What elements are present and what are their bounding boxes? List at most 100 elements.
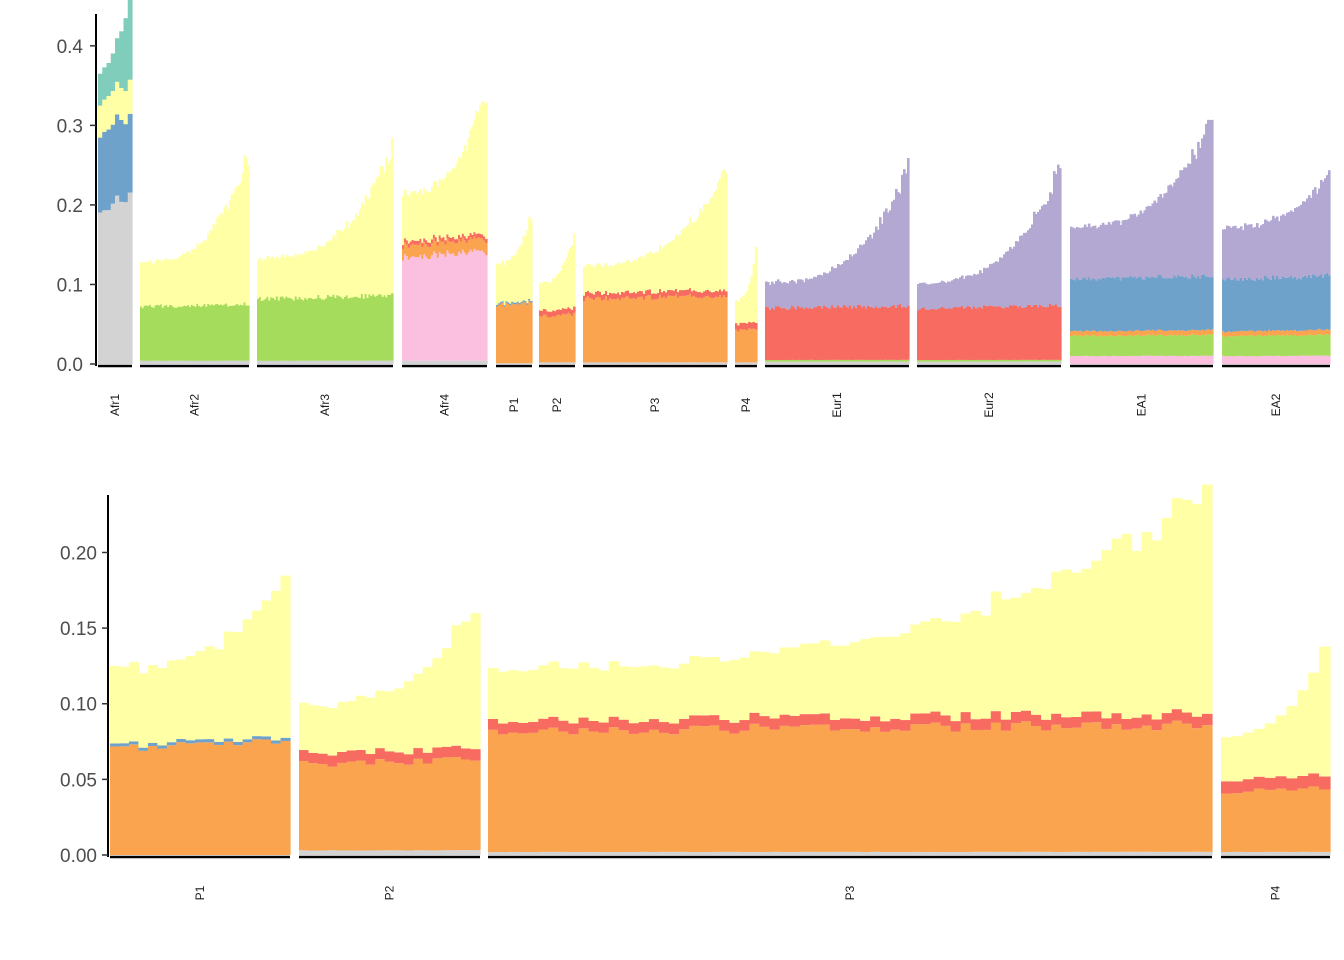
bar-segment — [967, 359, 970, 362]
bar-segment — [422, 666, 433, 753]
bar-segment — [440, 242, 444, 255]
bar-segment — [332, 235, 336, 295]
bar-segment — [548, 317, 551, 363]
bar-segment — [1159, 194, 1162, 275]
bar-segment — [1097, 331, 1101, 336]
bar-segment — [707, 289, 710, 296]
bar-segment — [637, 362, 640, 364]
bar-segment — [870, 637, 881, 717]
bar-segment — [389, 159, 392, 295]
bar-segment — [280, 740, 291, 855]
bar-segment — [687, 362, 690, 364]
bar-segment — [593, 362, 596, 364]
bar-segment — [1165, 356, 1168, 364]
bar-segment — [520, 301, 524, 304]
bar-segment — [285, 296, 288, 361]
bar-segment — [277, 260, 281, 301]
bar-segment — [477, 233, 480, 238]
bar-segment — [1221, 737, 1233, 782]
bar-segment — [957, 359, 960, 362]
bar-segment — [167, 307, 170, 361]
bar-segment — [645, 362, 648, 364]
bar-segment — [875, 226, 878, 307]
bar-segment — [1242, 779, 1255, 792]
bar-segment — [945, 361, 948, 364]
bar-segment — [663, 246, 666, 291]
bar-segment — [601, 294, 604, 301]
bar-segment — [639, 296, 642, 363]
bar-segment — [471, 125, 475, 236]
bar-segment — [1173, 355, 1176, 364]
bar-segment — [783, 307, 786, 360]
bar-segment — [1228, 356, 1231, 364]
bar-segment — [430, 255, 434, 361]
bar-segment — [981, 308, 984, 360]
bar-segment — [323, 360, 326, 364]
bar-segment — [357, 360, 360, 364]
bar-segment — [899, 361, 902, 364]
bar-segment — [917, 284, 920, 311]
group-p1: P1 — [496, 216, 533, 412]
bar-segment — [1139, 210, 1143, 277]
bar-segment — [967, 275, 970, 306]
bar-segment — [801, 360, 804, 362]
bar-segment — [285, 360, 288, 364]
bar-segment — [346, 761, 357, 851]
group-p3: P3 — [488, 484, 1213, 900]
bar-segment — [1230, 227, 1233, 280]
bar-segment — [953, 361, 956, 364]
bar-segment — [1185, 276, 1188, 332]
bar-segment — [223, 360, 226, 364]
bar-segment — [421, 360, 424, 364]
bar-segment — [953, 279, 956, 307]
bar-segment — [1236, 228, 1239, 281]
bar-segment — [1051, 359, 1054, 362]
bar-segment — [775, 360, 778, 362]
bar-segment — [1079, 335, 1083, 356]
bar-segment — [557, 309, 561, 315]
bar-segment — [1073, 335, 1077, 356]
bar-segment — [739, 298, 743, 323]
bar-segment — [241, 360, 245, 364]
bar-segment — [313, 360, 317, 364]
bar-segment — [1280, 330, 1283, 336]
bar-segment — [887, 361, 890, 364]
bar-segment — [1278, 221, 1281, 280]
bar-segment — [833, 359, 836, 362]
bar-segment — [1167, 355, 1170, 364]
bar-segment — [1242, 335, 1245, 357]
bar-segment — [483, 102, 486, 237]
bar-segment — [1010, 597, 1022, 712]
bar-segment — [1087, 223, 1091, 278]
bar-segment — [280, 737, 291, 741]
bar-segment — [511, 255, 514, 302]
bar-segment — [349, 223, 353, 298]
bar-segment — [897, 192, 900, 305]
bar-segment — [885, 359, 888, 362]
bar-segment — [829, 308, 832, 360]
bar-segment — [1043, 359, 1046, 362]
bar-segment — [1253, 788, 1266, 852]
bar-segment — [258, 360, 262, 364]
bar-segment — [765, 306, 768, 361]
bar-segment — [987, 359, 990, 362]
bar-segment — [167, 259, 170, 308]
bar-segment — [1127, 218, 1131, 278]
bar-segment — [471, 251, 475, 361]
bar-segment — [1282, 335, 1285, 357]
bar-segment — [619, 264, 622, 295]
bar-segment — [461, 360, 465, 364]
bar-segment — [955, 307, 958, 360]
bar-segment — [1089, 335, 1093, 357]
bar-segment — [538, 851, 549, 855]
bar-segment — [522, 300, 526, 302]
bar-segment — [326, 295, 330, 361]
bar-segment — [865, 361, 868, 364]
bar-segment — [302, 300, 305, 361]
bar-segment — [621, 262, 624, 292]
bar-segment — [538, 729, 549, 852]
bar-segment — [1099, 279, 1103, 331]
bar-segment — [661, 297, 664, 363]
bar-segment — [1111, 724, 1123, 852]
bar-segment — [505, 301, 508, 303]
